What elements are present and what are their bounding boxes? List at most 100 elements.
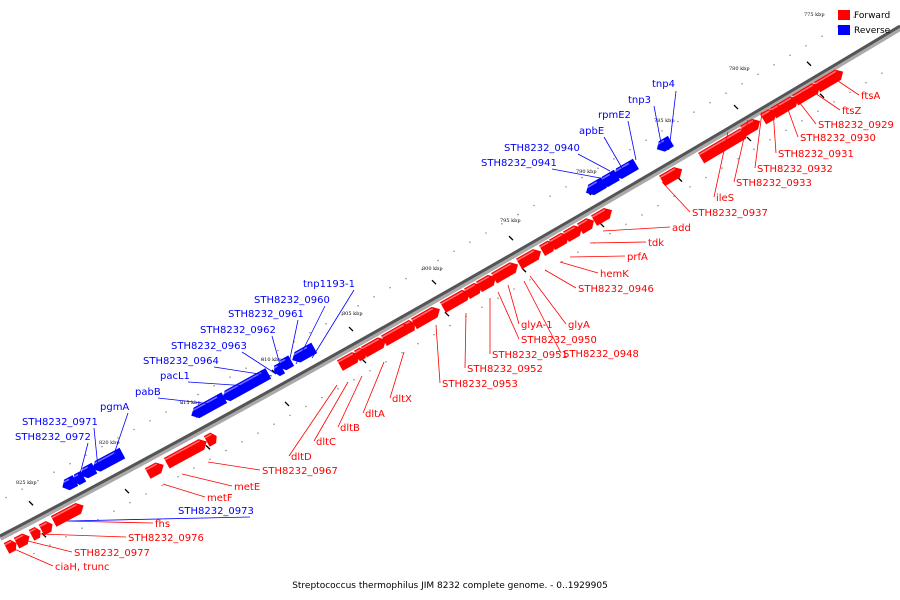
gene-body bbox=[380, 323, 411, 347]
reverse-label-leader bbox=[67, 516, 251, 522]
forward-gene-label: dltX bbox=[392, 394, 412, 405]
gene-highlight bbox=[39, 522, 48, 528]
gene-highlight bbox=[577, 219, 588, 226]
forward-gene-label: STH8232_0933 bbox=[736, 178, 812, 189]
kbp-tick-mark-lower bbox=[205, 444, 211, 450]
reverse-gene-label: STH8232_0962 bbox=[200, 325, 276, 336]
ref-dot-above bbox=[21, 488, 23, 490]
forward-gene-arrow bbox=[539, 240, 555, 256]
gene-features bbox=[3, 69, 844, 554]
kbp-tick-mark-lower bbox=[361, 358, 367, 364]
ref-dot-below bbox=[273, 423, 275, 425]
ref-dot-below bbox=[737, 157, 739, 160]
forward-label-leader bbox=[11, 547, 54, 567]
reverse-label-leader bbox=[311, 289, 355, 359]
gene-highlight bbox=[361, 338, 380, 350]
forward-label-leader bbox=[811, 90, 841, 111]
forward-gene-label: STH8232_0946 bbox=[578, 284, 654, 295]
reverse-gene-arrow bbox=[276, 355, 295, 371]
kbp-tick-mark-lower bbox=[444, 311, 450, 317]
gene-body bbox=[613, 158, 639, 179]
kbp-tick-label: 820 kbp bbox=[99, 440, 120, 446]
ref-dot-below bbox=[321, 396, 323, 399]
ref-dot-above bbox=[485, 232, 487, 234]
ref-dot-below bbox=[721, 167, 723, 169]
gene-body bbox=[279, 355, 295, 371]
gene-body bbox=[163, 439, 207, 469]
forward-label-leader bbox=[559, 261, 599, 274]
kbp-tick-label: 785 kbp bbox=[654, 118, 675, 124]
ref-dot-below bbox=[833, 101, 835, 103]
ref-dot-below bbox=[65, 536, 67, 538]
legend-forward-swatch bbox=[838, 10, 850, 20]
ref-dot-below bbox=[209, 458, 211, 461]
reverse-gene-arrow bbox=[654, 135, 674, 152]
forward-gene-arrow bbox=[491, 262, 519, 284]
kbp-tick-label: 800 kbp bbox=[422, 266, 443, 272]
ref-dot-below bbox=[33, 552, 35, 555]
gene-body bbox=[292, 342, 318, 363]
forward-label-leader bbox=[464, 312, 467, 369]
genome-backbone-shadow bbox=[0, 25, 900, 541]
kbp-tick-mark-lower bbox=[521, 267, 527, 273]
forward-gene-label: STH8232_0948 bbox=[563, 349, 639, 360]
ref-dot-below bbox=[353, 379, 355, 381]
gene-body bbox=[656, 135, 674, 152]
forward-gene-arrow bbox=[760, 109, 777, 125]
forward-gene-label: metF bbox=[207, 493, 233, 504]
reverse-gene-label: STH8232_0941 bbox=[481, 158, 557, 169]
ref-dot-above bbox=[517, 213, 519, 216]
forward-gene-arrow bbox=[163, 439, 207, 469]
gene-body bbox=[222, 368, 272, 402]
forward-gene-arrow bbox=[3, 539, 17, 554]
gene-highlight bbox=[770, 105, 778, 111]
forward-gene-label: dltD bbox=[291, 452, 312, 463]
forward-gene-label: STH8232_0951 bbox=[492, 350, 568, 361]
gene-highlight bbox=[411, 307, 434, 322]
forward-gene-arrow bbox=[792, 83, 821, 106]
gene-body bbox=[353, 347, 366, 362]
forward-gene-label: hemK bbox=[600, 269, 629, 280]
forward-label-leader bbox=[754, 111, 763, 169]
ref-dot-above bbox=[677, 120, 679, 123]
forward-gene-arrow bbox=[360, 337, 386, 358]
forward-gene-label: ftsA bbox=[861, 91, 880, 102]
ref-dot-below bbox=[849, 91, 851, 93]
ref-dot-above bbox=[597, 167, 599, 170]
gene-highlight bbox=[440, 290, 464, 305]
ref-dot-above bbox=[581, 176, 583, 179]
forward-gene-arrow bbox=[28, 526, 41, 541]
ref-dot-above bbox=[181, 402, 183, 405]
reverse-label-leader bbox=[187, 381, 249, 387]
ref-dot-below bbox=[625, 223, 627, 226]
ref-dot-below bbox=[865, 82, 867, 84]
ref-dot-above bbox=[789, 54, 791, 57]
gene-body bbox=[491, 262, 519, 284]
kbp-tick-label: 790 kbp bbox=[576, 169, 597, 175]
ref-dot-above bbox=[325, 323, 327, 325]
gene-highlight bbox=[491, 263, 512, 276]
gene-highlight bbox=[516, 250, 535, 262]
gene-highlight bbox=[659, 168, 676, 179]
forward-gene-label: dltB bbox=[340, 423, 360, 434]
forward-gene-arrow bbox=[770, 104, 784, 119]
forward-label-leader bbox=[27, 540, 73, 553]
ref-dot-above bbox=[501, 223, 503, 225]
kbp-tick-mark bbox=[348, 326, 354, 332]
reverse-gene-label: tnp1193-1 bbox=[303, 279, 355, 290]
gene-body bbox=[191, 392, 228, 419]
kbp-tick-label: 825 kbp bbox=[16, 480, 37, 486]
ref-dot-above bbox=[405, 277, 407, 280]
forward-gene-label: fhs bbox=[155, 519, 170, 530]
forward-gene-arrow bbox=[13, 533, 30, 549]
legend-reverse-label: Reverse bbox=[854, 26, 891, 36]
ref-dot-above bbox=[37, 480, 39, 482]
forward-gene-label: ileS bbox=[716, 193, 734, 204]
gene-highlight bbox=[145, 463, 157, 471]
gene-body bbox=[792, 83, 821, 106]
gene-highlight bbox=[29, 528, 36, 533]
kbp-tick-mark-lower bbox=[746, 136, 752, 142]
forward-label-leader bbox=[772, 109, 777, 154]
forward-gene-arrow bbox=[50, 503, 84, 527]
